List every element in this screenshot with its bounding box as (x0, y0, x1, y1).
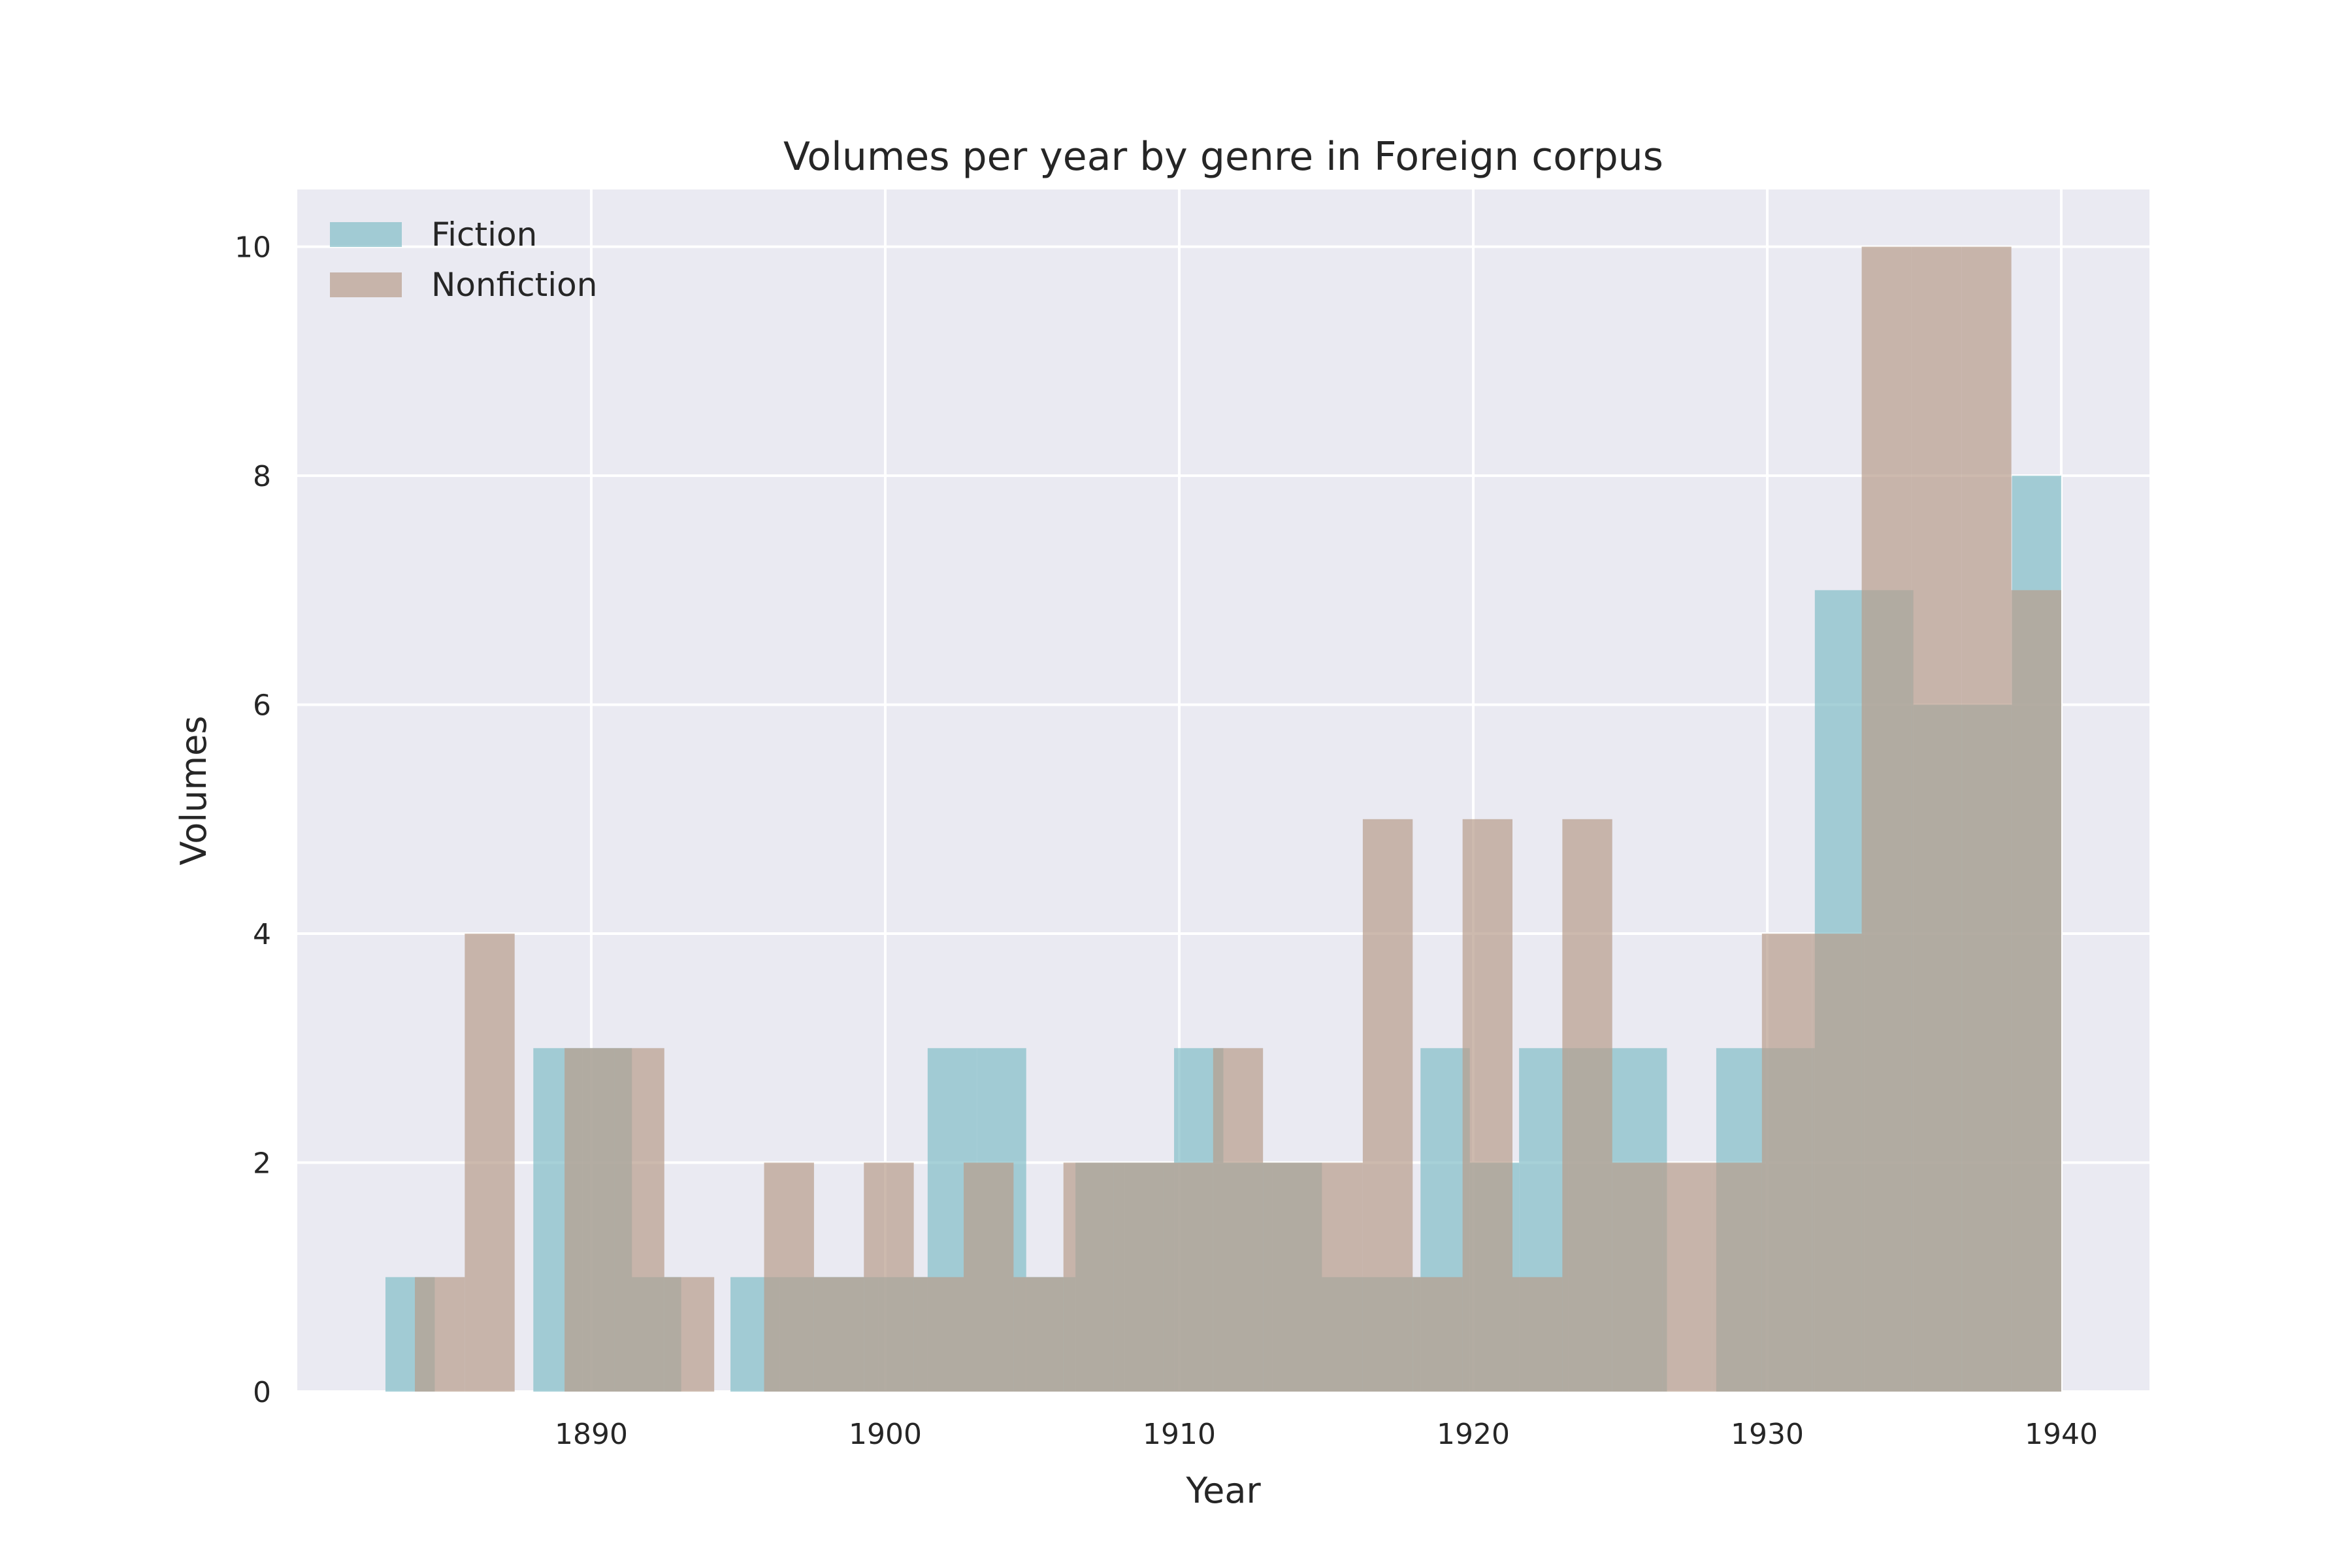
bar-nonfiction (1562, 819, 1612, 1392)
x-tick-label: 1940 (2025, 1418, 2098, 1451)
y-tick-label: 10 (235, 231, 271, 265)
bar-nonfiction (1861, 246, 1912, 1392)
x-tick-label: 1890 (555, 1418, 628, 1451)
legend: Fiction Nonfiction (330, 216, 597, 304)
bars (385, 246, 2061, 1392)
x-tick-label: 1910 (1143, 1418, 1216, 1451)
bar-nonfiction (1662, 1162, 1712, 1392)
bar-nonfiction (614, 1048, 664, 1392)
y-tick-label: 4 (253, 918, 271, 951)
x-tick-label: 1930 (1731, 1418, 1804, 1451)
bar-nonfiction (1413, 1277, 1463, 1392)
y-tick-label: 6 (253, 689, 271, 723)
bar-nonfiction (564, 1048, 615, 1392)
legend-swatch-nonfiction (330, 272, 402, 297)
bar-nonfiction (864, 1162, 914, 1392)
bar-nonfiction (1761, 934, 1812, 1392)
bar-nonfiction (1063, 1162, 1114, 1392)
bar-nonfiction (1163, 1162, 1213, 1392)
bar-nonfiction (2011, 590, 2061, 1392)
chart-title: Volumes per year by genre in Foreign cor… (783, 134, 1663, 180)
x-tick-label: 1920 (1437, 1418, 1510, 1451)
bar-nonfiction (465, 934, 515, 1392)
bar-nonfiction (1911, 246, 1962, 1392)
y-axis-label: Volumes (173, 716, 214, 866)
legend-label-fiction: Fiction (431, 216, 537, 253)
bar-nonfiction (415, 1277, 465, 1392)
bar-nonfiction (1213, 1048, 1264, 1392)
x-tick-label: 1900 (849, 1418, 922, 1451)
y-tick-label: 8 (253, 460, 271, 493)
bar-nonfiction (964, 1162, 1014, 1392)
bar-nonfiction (1812, 934, 1862, 1392)
bar-nonfiction (1512, 1277, 1563, 1392)
x-axis-label: Year (1185, 1470, 1261, 1511)
bar-nonfiction (813, 1277, 864, 1392)
y-tick-label: 0 (253, 1376, 271, 1409)
tick-labels: 1890 1900 1910 1920 1930 1940 0 2 4 6 8 10 (235, 231, 2098, 1451)
bar-nonfiction (913, 1277, 964, 1392)
legend-swatch-fiction (330, 222, 402, 247)
bar-nonfiction (1263, 1162, 1313, 1392)
bar-nonfiction (1362, 819, 1413, 1392)
bar-nonfiction (664, 1277, 715, 1392)
bar-nonfiction (1313, 1162, 1363, 1392)
bar-nonfiction (764, 1162, 814, 1392)
bar-nonfiction (1961, 246, 2012, 1392)
y-tick-label: 2 (253, 1147, 271, 1181)
bar-nonfiction (1462, 819, 1512, 1392)
bar-nonfiction (1013, 1277, 1064, 1392)
bar-nonfiction (1113, 1162, 1164, 1392)
bar-nonfiction (1712, 1162, 1762, 1392)
bar-nonfiction (1612, 1162, 1663, 1392)
legend-label-nonfiction: Nonfiction (431, 266, 597, 304)
